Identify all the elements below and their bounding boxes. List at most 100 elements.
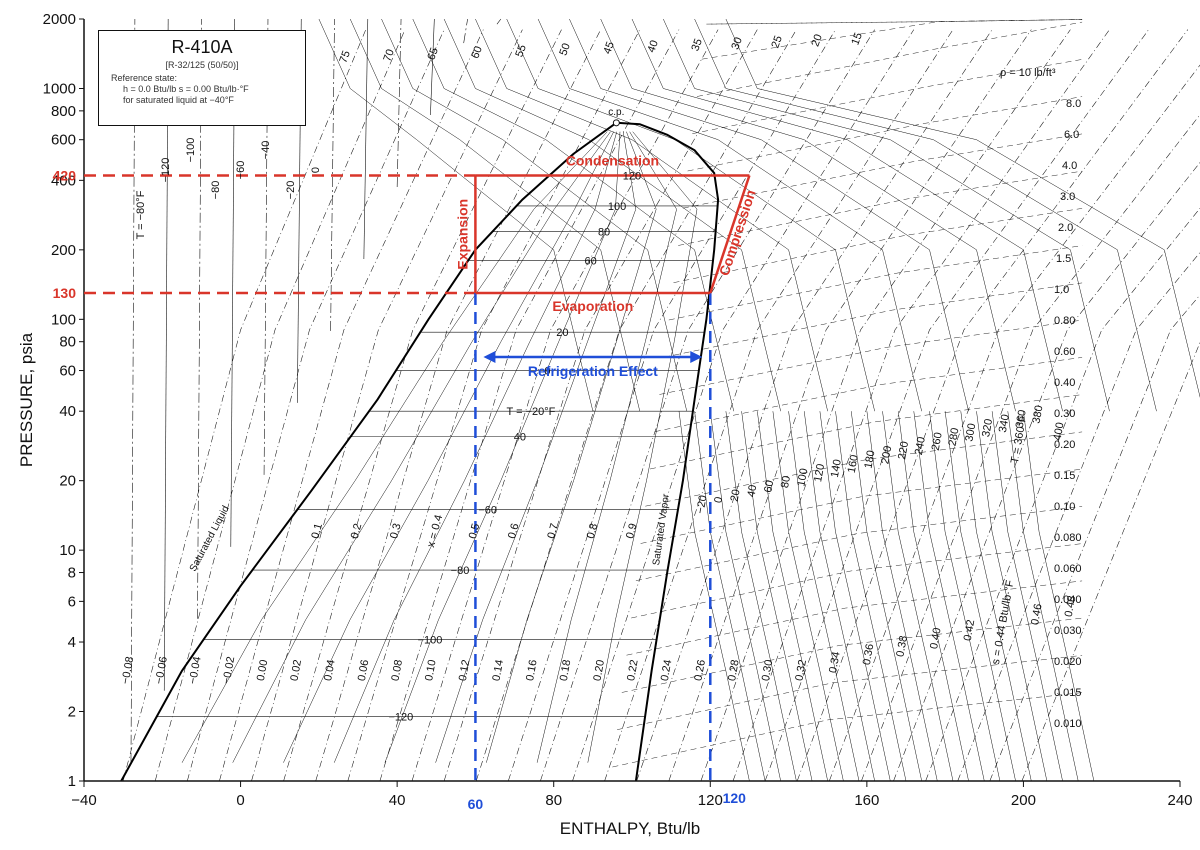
isotherm-label: T = −20°F <box>507 406 556 418</box>
liquid-isotherm <box>496 18 502 25</box>
entropy-line <box>957 251 1200 782</box>
y-tick-label: 60 <box>59 363 76 380</box>
superheat-isotherm-label: 80 <box>779 475 793 489</box>
top-isotherm-label: 40 <box>645 39 660 55</box>
entropy-label: 0.32 <box>793 659 809 682</box>
superheat-isotherm-label: 320 <box>980 418 995 438</box>
x-tick-label: 160 <box>854 792 879 809</box>
entropy-label: 0.04 <box>322 659 338 682</box>
density-label: 0.080 <box>1054 532 1082 544</box>
superheat-isotherm <box>897 411 969 782</box>
entropy-label: 0.46 <box>1029 603 1045 626</box>
saturated-liquid-curve <box>120 121 617 782</box>
entropy-label: −0.06 <box>153 656 170 686</box>
top-isotherm-label: 25 <box>769 34 784 50</box>
entropy-line <box>508 29 836 782</box>
entropy-label: −0.02 <box>221 656 238 686</box>
density-label: 6.0 <box>1064 129 1079 141</box>
x-tick-label: 40 <box>389 792 406 809</box>
superheat-isotherm <box>991 411 1063 782</box>
top-isotherm-label: 35 <box>689 37 704 53</box>
isotherm-curve <box>631 18 1063 412</box>
isotherm-label: 60 <box>585 255 597 267</box>
superheat-isotherm-label: 400 <box>1052 421 1067 441</box>
entropy-line <box>764 29 1149 782</box>
density-line <box>621 617 1083 693</box>
liquid-isotherm-label: 0 <box>310 167 322 173</box>
top-isotherm-label: 45 <box>601 40 616 56</box>
chart-title-box: R-410A [R-32/125 (50/50)] Reference stat… <box>98 30 306 126</box>
liquid-isotherm-label: −120 <box>160 158 172 183</box>
saturated-liquid-label: Saturated Liquid <box>188 504 232 573</box>
quality-line <box>587 131 698 763</box>
compression-label: Compression <box>716 188 759 278</box>
density-label: 2.0 <box>1058 222 1073 234</box>
density-label: 0.015 <box>1054 687 1082 699</box>
liquid-isotherm-label: −80 <box>210 181 222 200</box>
y-tick-label: 6 <box>68 593 76 610</box>
quality-line <box>333 131 618 763</box>
density-line <box>640 468 1083 544</box>
isotherm-label: −80 <box>451 565 470 577</box>
superheat-isotherm-label: 20 <box>729 488 743 502</box>
entropy-label: 0.42 <box>962 619 978 642</box>
critical-point-label: c.p. <box>608 107 624 118</box>
isotherm-curve <box>381 18 688 412</box>
entropy-label: 0.06 <box>356 659 372 682</box>
liquid-isotherm-label: −60 <box>235 161 247 180</box>
isotherm-label: 40 <box>514 432 526 444</box>
density-line <box>696 21 1083 97</box>
x-tick-label: 120 <box>698 792 723 809</box>
enthalpy-reference-label: 120 <box>723 790 747 806</box>
entropy-line <box>572 29 915 782</box>
entropy-line <box>861 114 1200 782</box>
density-line <box>668 245 1083 321</box>
superheat-isotherm-label: 40 <box>745 484 759 498</box>
top-isotherm-label: 75 <box>337 49 352 65</box>
chart-labels: c.p.−40 0 40 80 120 160 200 2401246810204060801… <box>43 11 1193 812</box>
entropy-line <box>379 29 680 782</box>
superheat-isotherm-label: 200 <box>879 445 894 465</box>
chart-marks <box>79 18 1181 787</box>
liquid-isotherm <box>363 18 369 259</box>
top-isotherm-label: 60 <box>469 45 484 61</box>
entropy-label: 0.36 <box>861 643 877 666</box>
density-line <box>711 19 1083 25</box>
entropy-label: 0.02 <box>289 659 305 682</box>
x-tick-label: 200 <box>1011 792 1036 809</box>
superheat-isotherm <box>1007 411 1079 782</box>
entropy-line <box>796 29 1189 782</box>
superheat-isotherm <box>835 411 907 782</box>
entropy-line <box>668 29 1032 782</box>
superheat-isotherm-label: 380 <box>1031 404 1046 424</box>
density-label: 4.0 <box>1062 160 1077 172</box>
entropy-label: 0.34 <box>827 651 843 674</box>
density-line <box>692 59 1083 134</box>
superheat-isotherm-label: 300 <box>963 422 978 442</box>
y-tick-label: 200 <box>51 242 76 259</box>
liquid-isotherm <box>396 18 402 188</box>
liquid-isotherm-label: −100 <box>185 138 197 163</box>
liquid-isotherm-label: −20 <box>285 181 297 200</box>
entropy-line <box>315 29 601 782</box>
superheat-isotherm <box>929 411 1001 782</box>
quality-label: 0.5 <box>467 522 483 540</box>
y-tick-label: 400 <box>51 172 76 189</box>
entropy-label: 0.20 <box>592 659 608 682</box>
y-tick-label: 80 <box>59 334 76 351</box>
density-line <box>654 357 1083 432</box>
superheat-isotherm <box>944 411 1016 782</box>
density-line <box>617 655 1083 730</box>
y-tick-label: 1 <box>68 773 76 790</box>
superheat-isotherm <box>819 411 891 782</box>
top-isotherm-label: 20 <box>809 33 824 49</box>
entropy-label: 0.22 <box>625 659 641 682</box>
refrigeration-effect-label: Refrigeration Effect <box>528 363 658 379</box>
refrigeration-effect-arrowhead-left <box>483 351 496 364</box>
quality-line <box>232 131 611 763</box>
saturated-vapor-curve <box>616 121 720 782</box>
isotherm-label: −100 <box>418 635 443 647</box>
x-tick-label: 240 <box>1167 792 1192 809</box>
isotherm-curve <box>663 18 1110 412</box>
x-tick-label: 0 <box>236 792 244 809</box>
